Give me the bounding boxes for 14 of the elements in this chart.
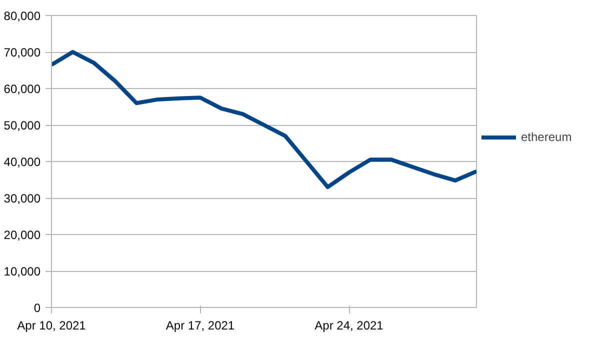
line-series	[52, 50, 476, 190]
y-tick-label: 70,000	[4, 46, 41, 60]
y-tick-label: 60,000	[4, 82, 41, 96]
y-tick-label: 30,000	[4, 192, 41, 206]
y-tick-label: 40,000	[4, 155, 41, 169]
y-tick-label: 10,000	[4, 264, 41, 278]
y-tick-label: 0	[34, 301, 41, 315]
legend-label: ethereum	[521, 130, 572, 144]
y-tick-label: 50,000	[4, 118, 41, 132]
x-tick-label: Apr 17, 2021	[166, 318, 235, 332]
y-tick-label: 20,000	[4, 228, 41, 242]
y-tick-label: 80,000	[4, 9, 41, 23]
x-tick-label: Apr 10, 2021	[17, 318, 86, 332]
x-tick-label: Apr 24, 2021	[314, 318, 384, 332]
